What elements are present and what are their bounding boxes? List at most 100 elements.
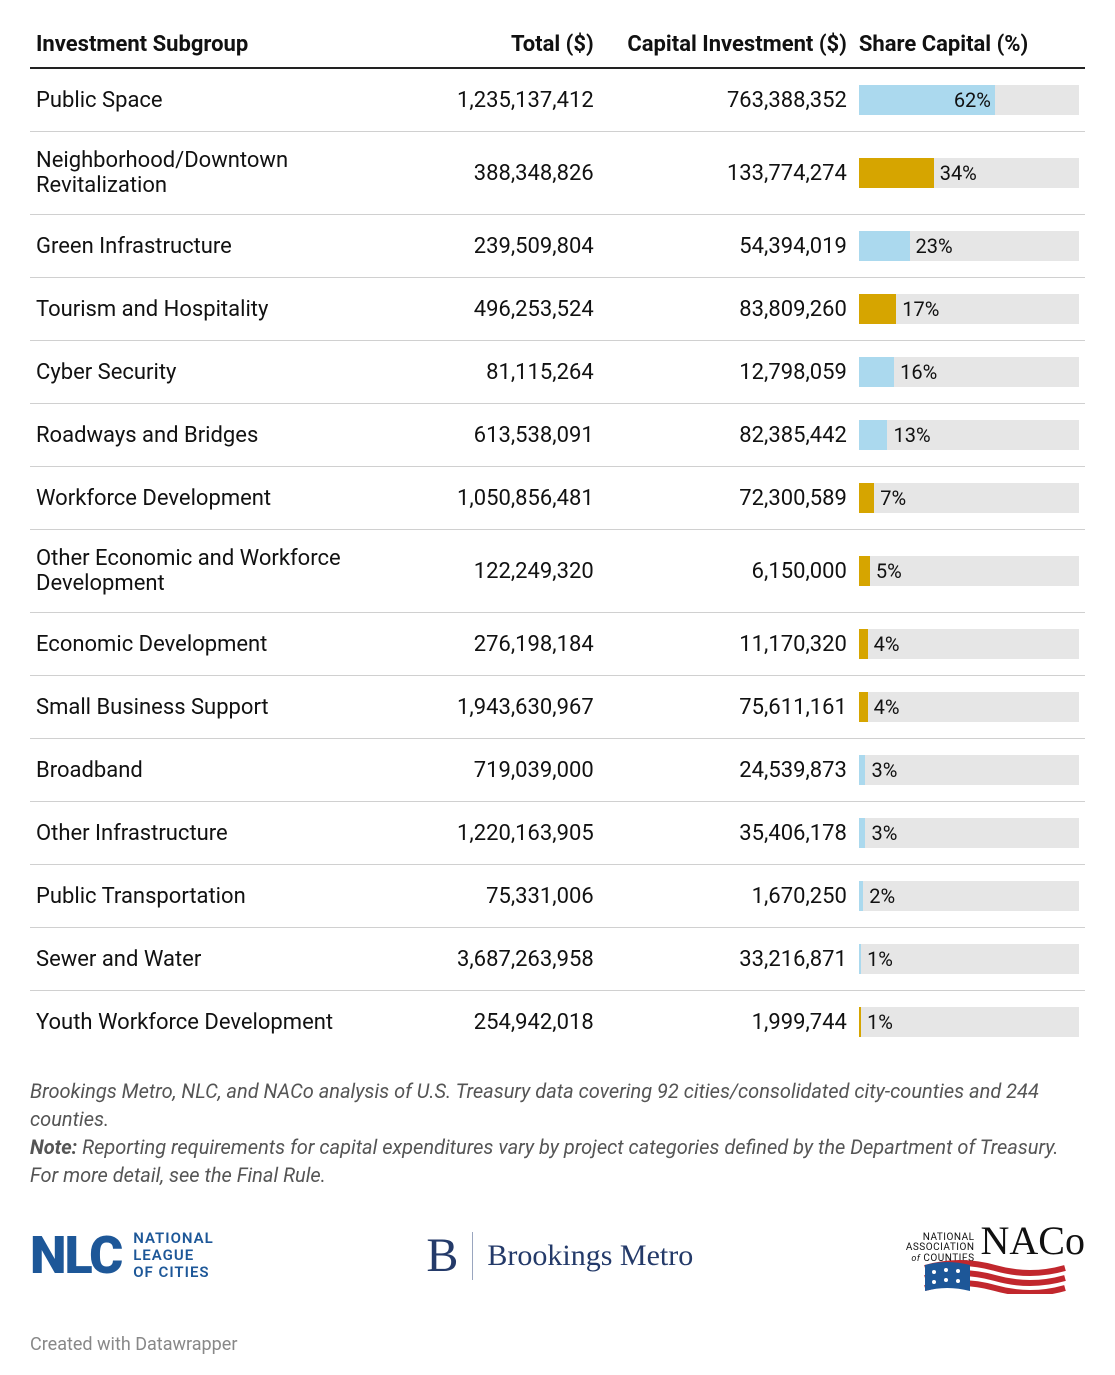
brookings-b: B: [426, 1228, 458, 1283]
nlc-abbr: NLC: [30, 1225, 121, 1286]
col-capital: Capital Investment ($): [600, 20, 853, 68]
share-bar-fill: [859, 881, 863, 911]
row-capital: 1,670,250: [600, 865, 853, 928]
row-share: 3%: [853, 802, 1085, 865]
share-bar-label: 23%: [916, 234, 953, 258]
logo-naco: NATIONAL ASSOCIATION of COUNTIES NACo: [906, 1217, 1085, 1294]
row-label: Cyber Security: [30, 341, 368, 404]
share-bar: 23%: [859, 231, 1079, 261]
share-bar: 17%: [859, 294, 1079, 324]
row-total: 496,253,524: [368, 278, 600, 341]
row-capital: 6,150,000: [600, 530, 853, 613]
share-bar-label: 4%: [874, 632, 900, 656]
row-capital: 1,999,744: [600, 991, 853, 1054]
share-bar-fill: [859, 158, 934, 188]
row-label: Youth Workforce Development: [30, 991, 368, 1054]
row-total: 1,050,856,481: [368, 467, 600, 530]
share-bar: 1%: [859, 944, 1079, 974]
note-label: Note:: [30, 1135, 77, 1159]
row-share: 23%: [853, 215, 1085, 278]
share-bar: 1%: [859, 1007, 1079, 1037]
table-row: Other Infrastructure1,220,163,90535,406,…: [30, 802, 1085, 865]
row-total: 3,687,263,958: [368, 928, 600, 991]
share-bar: 34%: [859, 158, 1079, 188]
footnote-note: Note: Reporting requirements for capital…: [30, 1133, 1085, 1189]
share-bar-label: 4%: [874, 695, 900, 719]
row-share: 5%: [853, 530, 1085, 613]
nlc-fullname: NATIONAL LEAGUE OF CITIES: [133, 1230, 214, 1282]
share-bar: 4%: [859, 629, 1079, 659]
share-bar-label: 3%: [871, 758, 897, 782]
table-row: Small Business Support1,943,630,96775,61…: [30, 676, 1085, 739]
share-bar: 13%: [859, 420, 1079, 450]
row-share: 3%: [853, 739, 1085, 802]
row-total: 719,039,000: [368, 739, 600, 802]
row-capital: 75,611,161: [600, 676, 853, 739]
row-label: Other Economic and Workforce Development: [30, 530, 368, 613]
table-row: Youth Workforce Development254,942,0181,…: [30, 991, 1085, 1054]
share-bar-fill: [859, 818, 866, 848]
table-row: Tourism and Hospitality496,253,52483,809…: [30, 278, 1085, 341]
logo-brookings: B Brookings Metro: [426, 1228, 693, 1283]
row-label: Sewer and Water: [30, 928, 368, 991]
row-label: Public Space: [30, 68, 368, 132]
share-bar-fill: [859, 420, 888, 450]
naco-abbr: NACo: [981, 1217, 1085, 1264]
footnote-source: Brookings Metro, NLC, and NACo analysis …: [30, 1077, 1085, 1133]
row-total: 81,115,264: [368, 341, 600, 404]
share-bar-fill: [859, 294, 896, 324]
row-capital: 11,170,320: [600, 613, 853, 676]
share-bar-label: 1%: [867, 947, 893, 971]
row-capital: 72,300,589: [600, 467, 853, 530]
col-subgroup: Investment Subgroup: [30, 20, 368, 68]
share-bar-fill: [859, 629, 868, 659]
row-share: 7%: [853, 467, 1085, 530]
logo-nlc: NLC NATIONAL LEAGUE OF CITIES: [30, 1225, 214, 1286]
row-total: 75,331,006: [368, 865, 600, 928]
row-total: 276,198,184: [368, 613, 600, 676]
row-capital: 82,385,442: [600, 404, 853, 467]
share-bar-fill: [859, 357, 894, 387]
table-row: Workforce Development1,050,856,48172,300…: [30, 467, 1085, 530]
share-bar: 2%: [859, 881, 1079, 911]
row-share: 34%: [853, 132, 1085, 215]
table-row: Cyber Security81,115,26412,798,05916%: [30, 341, 1085, 404]
brookings-name: Brookings Metro: [487, 1239, 693, 1273]
share-bar: 5%: [859, 556, 1079, 586]
row-label: Workforce Development: [30, 467, 368, 530]
row-total: 122,249,320: [368, 530, 600, 613]
row-share: 13%: [853, 404, 1085, 467]
brookings-divider: [472, 1232, 473, 1280]
footnotes: Brookings Metro, NLC, and NACo analysis …: [30, 1077, 1085, 1189]
credit-line: Created with Datawrapper: [30, 1334, 1085, 1355]
share-bar: 7%: [859, 483, 1079, 513]
naco-flag-icon: [920, 1260, 1070, 1294]
table-row: Green Infrastructure239,509,80454,394,01…: [30, 215, 1085, 278]
row-capital: 33,216,871: [600, 928, 853, 991]
share-bar-fill: [859, 1007, 861, 1037]
row-capital: 24,539,873: [600, 739, 853, 802]
investment-table: Investment Subgroup Total ($) Capital In…: [30, 20, 1085, 1053]
row-total: 254,942,018: [368, 991, 600, 1054]
logos-row: NLC NATIONAL LEAGUE OF CITIES B Brooking…: [30, 1217, 1085, 1294]
row-capital: 763,388,352: [600, 68, 853, 132]
row-label: Green Infrastructure: [30, 215, 368, 278]
share-bar-label: 13%: [893, 423, 930, 447]
row-total: 613,538,091: [368, 404, 600, 467]
note-text: Reporting requirements for capital expen…: [30, 1135, 1059, 1187]
row-label: Roadways and Bridges: [30, 404, 368, 467]
share-bar: 3%: [859, 755, 1079, 785]
share-bar: 16%: [859, 357, 1079, 387]
share-bar-fill: [859, 692, 868, 722]
row-label: Tourism and Hospitality: [30, 278, 368, 341]
table-row: Sewer and Water3,687,263,95833,216,871 1%: [30, 928, 1085, 991]
row-share: 2%: [853, 865, 1085, 928]
table-header: Investment Subgroup Total ($) Capital In…: [30, 20, 1085, 68]
row-share: 4%: [853, 613, 1085, 676]
row-label: Other Infrastructure: [30, 802, 368, 865]
share-bar-fill: [859, 944, 861, 974]
share-bar-label: 2%: [869, 884, 895, 908]
share-bar-label: 1%: [867, 1010, 893, 1034]
table-row: Public Transportation75,331,0061,670,250…: [30, 865, 1085, 928]
share-bar-fill: [859, 483, 874, 513]
